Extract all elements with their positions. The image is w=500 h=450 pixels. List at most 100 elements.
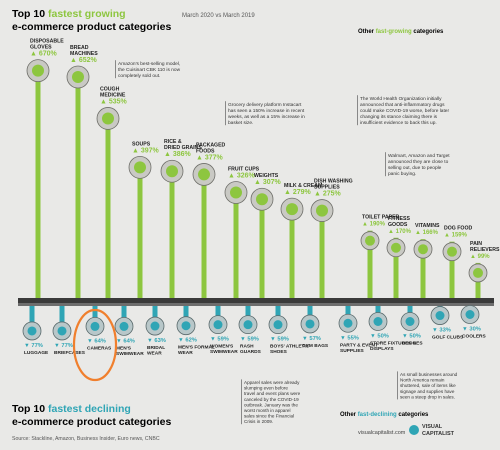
bar-weights: WEIGHTS▲ 307%	[250, 173, 282, 298]
bar-label-toilet-paper: TOILET PAPER	[362, 215, 400, 221]
decline-bar-bridal-wear: ▼ 63%BRIDAL WEAR	[145, 306, 166, 357]
bottom-title-line2: e-commerce product categories	[12, 416, 171, 428]
brand-line1: VISUAL	[422, 424, 443, 430]
bar-fitness-goods-stem	[393, 237, 399, 298]
bar-packaged-foods: PACKAGED FOODS▲ 377%	[192, 142, 226, 298]
bar-value-disposable-gloves: ▲ 670%	[30, 51, 58, 58]
bar-fruit-cups: FRUIT CUPS▲ 326%	[224, 167, 260, 298]
bar-fitness-goods: FITNESS GOODS▲ 170%	[386, 216, 412, 298]
bar-dog-food-stem	[449, 241, 455, 298]
icon-weights-dot	[256, 193, 268, 206]
bar-rice-dried-grains-stem	[169, 161, 175, 298]
bar-toilet-paper: TOILET PAPER▲ 190%	[360, 215, 400, 298]
baseline-band	[18, 298, 494, 304]
icon-soups-dot	[134, 161, 146, 174]
decline-bar-men-s-swimwear: ▼ 64%MEN'S SWIMWEAR	[114, 306, 144, 357]
bar-milk-cream: MILK & CREAM▲ 279%	[280, 183, 322, 298]
bar-label-fruit-cups: FRUIT CUPS	[228, 167, 260, 173]
decline-bar-drones: ▼ 50%DRONES	[400, 306, 423, 347]
bar-milk-cream-stem	[289, 199, 295, 298]
decline-bar-boys-athletic-shoes: ▼ 59%BOYS' ATHLETIC SHOES	[268, 306, 310, 356]
decline-value-golf-clubs: ▼ 33%	[432, 328, 451, 334]
icon-party-event-supplies-dot	[343, 318, 353, 328]
decline-value-bridal-wear: ▼ 63%	[147, 338, 166, 344]
annotation-who-text: The World Health Organization initially a…	[360, 96, 449, 126]
icon-gym-bags-dot	[305, 319, 315, 329]
icon-men-s-formal-wear-dot	[181, 321, 191, 331]
icon-toilet-paper-dot	[365, 235, 375, 246]
icon-cameras-dot	[90, 321, 100, 331]
icon-dog-food-dot	[447, 246, 457, 257]
bar-vitamins-stem	[420, 239, 426, 298]
decline-label-bridal-wear: BRIDAL WEAR	[147, 345, 165, 357]
other-growing-title: Other fast-growing categories	[358, 29, 444, 35]
icon-women-s-swimwear-dot	[213, 320, 223, 330]
icon-drones-dot	[405, 317, 415, 326]
brand-logo: VISUAL CAPITALIST	[409, 424, 455, 437]
bar-label-fitness-goods: FITNESS GOODS	[388, 216, 410, 228]
annotation-instacart-text: Grocery delivery platform Instacart has s…	[228, 102, 305, 126]
annotation-walmart-rule	[385, 152, 386, 177]
brand-logo-icon	[409, 425, 419, 435]
icon-fitness-goods-dot	[391, 242, 401, 253]
bar-soups: SOUPS▲ 397%	[128, 141, 160, 298]
decline-label-men-s-formal-wear: MEN'S FORMAL WEAR	[178, 345, 215, 357]
icon-bread-machines-dot	[72, 71, 84, 84]
baseline-ticks	[18, 303, 494, 306]
decline-label-women-s-swimwear: WOMEN'S SWIMWEAR	[210, 344, 238, 356]
icon-store-fixtures-displays-dot	[373, 317, 383, 326]
bar-dish-washing-supplies: DISH WASHING SUPPLIES▲ 275%	[310, 179, 353, 298]
icon-fruit-cups-dot	[230, 186, 242, 199]
icon-vitamins-dot	[418, 244, 428, 255]
bar-value-milk-cream: ▲ 279%	[284, 189, 312, 196]
bar-disposable-gloves-stem	[35, 60, 41, 298]
decline-value-boys-athletic-shoes: ▼ 59%	[270, 337, 289, 343]
icon-rash-guards-dot	[243, 320, 253, 330]
bar-dog-food: DOG FOOD▲ 159%	[442, 226, 472, 298]
annotation-apparel: Apparel sales were already slumping even …	[241, 379, 301, 424]
icon-briefcases-dot	[57, 326, 67, 336]
decline-label-briefcases: BRIEFCASES	[54, 350, 86, 356]
icon-luggage-dot	[27, 326, 37, 336]
annotation-who: The World Health Organization initially a…	[357, 95, 449, 126]
decline-label-party-event-supplies: PARTY & EVENT SUPPLIES	[340, 342, 378, 354]
bar-label-milk-cream: MILK & CREAM	[284, 183, 322, 189]
bar-label-soups: SOUPS	[132, 141, 151, 147]
decline-value-men-s-swimwear: ▼ 64%	[116, 338, 135, 344]
decline-bar-party-event-supplies: ▼ 55%PARTY & EVENT SUPPLIES	[338, 306, 378, 354]
bar-value-fruit-cups: ▲ 326%	[228, 173, 256, 180]
decline-value-women-s-swimwear: ▼ 59%	[210, 337, 229, 343]
top-title-line1: Top 10 fastest growing	[12, 8, 126, 20]
bar-cough-medicine: COUGH MEDICINE▲ 535%	[96, 86, 128, 298]
bar-weights-stem	[259, 189, 265, 298]
decline-label-boys-athletic-shoes: BOYS' ATHLETIC SHOES	[270, 344, 310, 356]
period-label: March 2020 vs March 2019	[182, 13, 255, 19]
bar-label-rice-dried-grains: RICE & DRIED GRAINS	[164, 139, 202, 151]
bar-cough-medicine-stem	[105, 108, 111, 298]
bar-label-vitamins: VITAMINS	[415, 223, 440, 229]
icon-men-s-swimwear-dot	[119, 321, 129, 331]
bar-label-weights: WEIGHTS	[254, 173, 279, 179]
bar-pain-relievers: PAIN RELIEVERS▲ 99%	[468, 241, 500, 298]
bar-label-pain-relievers: PAIN RELIEVERS	[470, 241, 500, 253]
bar-label-dish-washing-supplies: DISH WASHING SUPPLIES	[314, 179, 353, 191]
decline-bar-briefcases-stem	[59, 306, 65, 333]
annotation-bread: Amazon's best-selling model, the Cuisinar…	[115, 60, 181, 79]
decline-value-store-fixtures-displays: ▼ 50%	[370, 334, 389, 340]
icon-rice-dried-grains-dot	[166, 165, 178, 178]
decline-bar-luggage-stem	[29, 306, 35, 333]
decline-value-luggage: ▼ 77%	[24, 343, 43, 349]
icon-bridal-wear-dot	[150, 321, 160, 331]
icon-golf-clubs-dot	[435, 311, 445, 321]
decline-bar-coolers: ▼ 30%COOLERS	[460, 305, 487, 340]
decline-value-men-s-formal-wear: ▼ 62%	[178, 338, 197, 344]
bar-value-soups: ▲ 397%	[132, 147, 160, 154]
icon-pain-relievers-dot	[473, 267, 483, 278]
annotation-instacart-rule	[225, 101, 226, 126]
annotation-instacart: Grocery delivery platform Instacart has s…	[225, 101, 305, 126]
bar-bread-machines: BREAD MACHINES▲ 652%	[66, 45, 98, 299]
bar-value-dog-food: ▲ 159%	[444, 233, 468, 239]
annotation-walmart-text: Walmart, Amazon and Target announced they…	[388, 153, 450, 177]
